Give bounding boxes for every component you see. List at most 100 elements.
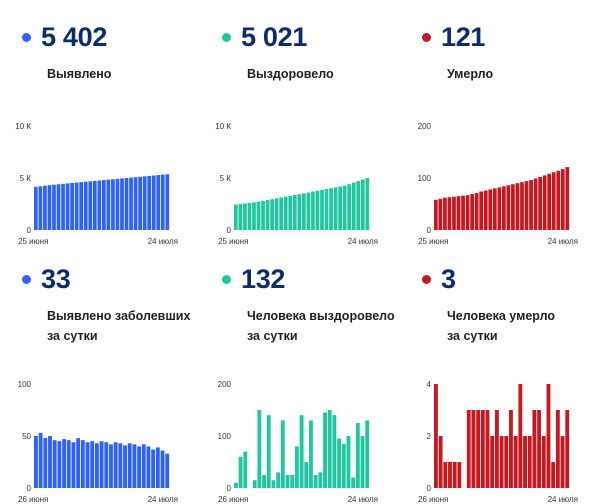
- bar: [560, 169, 565, 230]
- bar-chart: 0 100 200 25 июня 24 июля: [418, 122, 578, 246]
- y-tick-label: 0: [427, 484, 432, 493]
- bar: [311, 191, 315, 230]
- bar: [257, 410, 262, 488]
- bar: [320, 189, 324, 230]
- bar: [483, 190, 488, 230]
- x-tick-label: 26 июня: [18, 495, 48, 504]
- bar: [132, 444, 137, 488]
- bar: [292, 195, 297, 230]
- bar: [274, 198, 279, 230]
- panel-detected: 5 402 Выявлено 0 5 К 10 К 25 июня 24 июля: [15, 20, 212, 247]
- legend-dot-icon: [222, 274, 231, 284]
- bar: [141, 444, 146, 488]
- bar: [266, 415, 271, 488]
- bar-chart: 0 100 200 26 июня 24 июля: [218, 380, 378, 504]
- bar: [102, 180, 106, 230]
- bar: [471, 410, 476, 488]
- bar: [247, 202, 252, 230]
- bar: [123, 445, 127, 488]
- legend-dot-icon: [222, 32, 231, 42]
- bar: [479, 191, 484, 230]
- x-tick-label: 24 июля: [548, 495, 578, 504]
- bar: [565, 410, 570, 488]
- bar: [265, 200, 270, 230]
- x-tick-label: 25 июня: [218, 237, 248, 246]
- stat-value: 5 021: [241, 21, 308, 52]
- bar: [299, 415, 304, 488]
- bar: [142, 176, 147, 230]
- bar: [365, 420, 370, 488]
- bar: [47, 185, 52, 230]
- bar-chart: 0 50 100 26 июня 24 июля: [18, 380, 178, 504]
- bar: [74, 182, 79, 230]
- bar: [434, 384, 438, 488]
- bar: [52, 184, 56, 230]
- bar: [313, 475, 318, 488]
- stat-value: 33: [41, 263, 71, 294]
- bar: [474, 193, 479, 230]
- bar: [90, 441, 95, 488]
- x-tick-label: 25 июня: [18, 237, 48, 246]
- bar: [542, 175, 547, 230]
- bar: [146, 446, 151, 488]
- stat-label: Умерло: [447, 67, 494, 81]
- bar: [434, 199, 438, 230]
- stat-label: Человека умерло за сутки: [447, 309, 556, 343]
- y-tick-label: 0: [27, 484, 32, 493]
- bar: [56, 184, 61, 230]
- bar: [155, 447, 160, 488]
- bar: [351, 477, 356, 488]
- bar: [520, 182, 524, 230]
- bar: [546, 384, 551, 488]
- bar: [551, 462, 556, 488]
- bar: [92, 180, 97, 230]
- stat-value: 5 402: [41, 21, 108, 52]
- bar: [234, 204, 238, 230]
- bar: [151, 449, 156, 488]
- bar: [252, 480, 257, 488]
- bar: [165, 453, 170, 488]
- bar: [497, 187, 502, 230]
- bar: [261, 200, 265, 230]
- x-tick-label: 25 июня: [418, 237, 448, 246]
- bar: [315, 190, 320, 230]
- bar: [165, 174, 170, 230]
- bar: [524, 181, 529, 230]
- bar: [109, 444, 113, 488]
- bar: [276, 472, 281, 488]
- panel-daily-recovered: 132 Человека выздоровело за сутки 0 100 200 2…: [218, 262, 412, 504]
- bar: [76, 438, 81, 488]
- bar: [70, 182, 74, 230]
- bar: [499, 436, 504, 488]
- bar: [283, 196, 288, 230]
- bar: [556, 170, 561, 230]
- y-tick-label: 100: [418, 174, 432, 183]
- bar: [80, 440, 85, 488]
- bar: [438, 436, 443, 488]
- bar: [288, 195, 293, 230]
- panel-daily-detected: 33 Выявлено заболевших за сутки 0 50 100 26 и…: [18, 262, 212, 504]
- bar: [346, 436, 351, 488]
- bar: [309, 420, 313, 488]
- bar: [270, 199, 274, 230]
- bar: [529, 180, 533, 230]
- bar: [443, 462, 448, 488]
- bar: [448, 462, 452, 488]
- bar: [518, 384, 523, 488]
- bar: [476, 410, 481, 488]
- bar: [485, 410, 490, 488]
- bar-chart: 0 5 К 10 К 25 июня 24 июля: [15, 122, 178, 246]
- bar: [137, 446, 142, 488]
- bar: [338, 186, 342, 230]
- bar: [318, 472, 323, 488]
- bar: [465, 195, 470, 230]
- bar: [333, 187, 338, 230]
- y-tick-label: 5 К: [220, 174, 232, 183]
- bar: [104, 442, 109, 488]
- bar: [234, 482, 238, 488]
- stat-value: 132: [241, 263, 286, 294]
- bar: [341, 443, 346, 488]
- bar: [494, 410, 499, 488]
- panel-recovered: 5 021 Выздоровело 0 5 К 10 К 25 июня 24 июля: [215, 20, 412, 247]
- y-tick-label: 0: [227, 484, 232, 493]
